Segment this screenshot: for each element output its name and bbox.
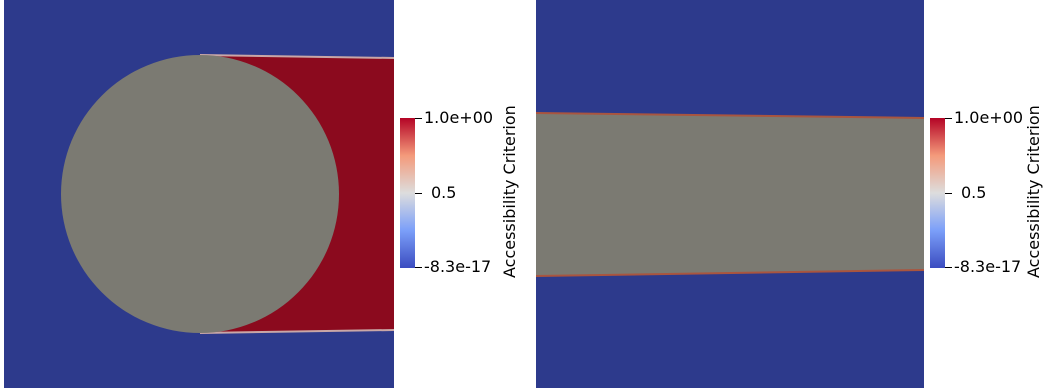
left-label-min: -8.3e-17 — [424, 257, 492, 276]
left-bottom-edge — [199, 329, 395, 334]
right-bottom-edge — [535, 269, 925, 277]
left-tick-max — [415, 118, 422, 119]
right-label-max: 1.0e+00 — [954, 108, 1024, 127]
right-solid-slab — [536, 113, 924, 276]
right-tick-min — [945, 267, 952, 268]
right-top-edge — [535, 112, 925, 119]
right-tick-mid — [945, 193, 952, 194]
left-tick-min — [415, 267, 422, 268]
right-colorbar: 1.0e+00 0.5 -8.3e-17 Accessibility Crite… — [930, 105, 1046, 278]
left-panel: 1.0e+00 0.5 -8.3e-17 Accessibility Crite… — [0, 0, 520, 392]
right-tick-max — [945, 118, 952, 119]
left-colorbar-gradient — [400, 118, 415, 268]
right-colorbar-title: Accessibility Criterion — [1024, 105, 1043, 278]
right-label-mid: 0.5 — [961, 183, 987, 202]
right-label-min: -8.3e-17 — [954, 257, 1022, 276]
left-tick-mid — [415, 193, 422, 194]
left-render-view — [4, 0, 395, 388]
left-solid-cylinder — [61, 55, 339, 333]
left-colorbar: 1.0e+00 0.5 -8.3e-17 Accessibility Crite… — [400, 105, 520, 278]
left-top-edge — [199, 54, 395, 59]
left-colorbar-title: Accessibility Criterion — [500, 105, 519, 278]
right-colorbar-gradient — [930, 118, 945, 268]
left-label-mid: 0.5 — [431, 183, 457, 202]
right-panel: 1.0e+00 0.5 -8.3e-17 Accessibility Crite… — [530, 0, 1046, 392]
right-render-view — [535, 0, 925, 388]
left-label-max: 1.0e+00 — [424, 108, 494, 127]
